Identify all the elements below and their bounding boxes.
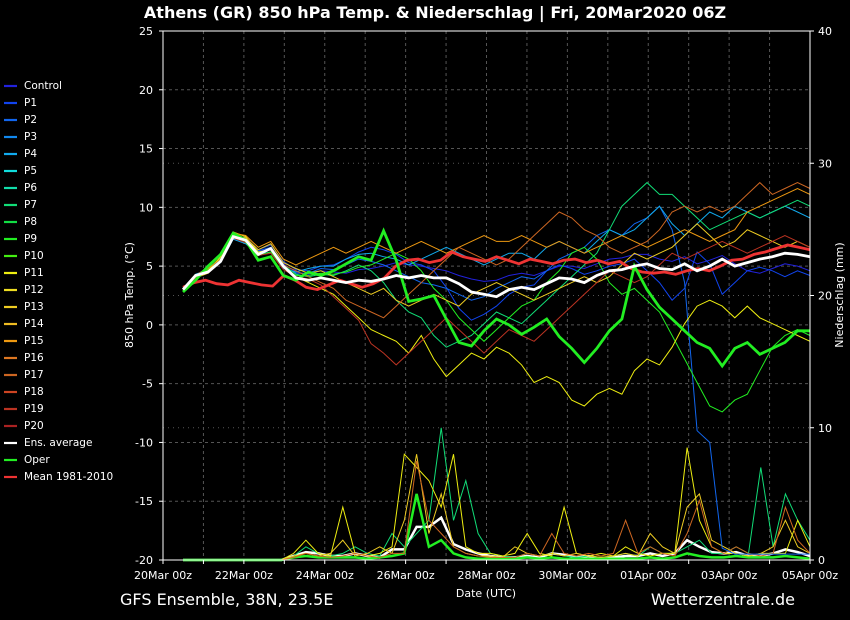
legend: Control P1 P2 P3 P4 P5 P6 P7 P8 P9 P10 P11 P12 P13 P14… (4, 80, 113, 483)
legend-label: P15 (24, 335, 44, 347)
legend-item: Control (4, 80, 62, 92)
legend-item: P11 (4, 267, 44, 279)
x-tick-label: 03Apr 00z (701, 569, 758, 582)
temp-line-p1 (182, 233, 811, 321)
y-tick-label: -5 (142, 378, 153, 391)
y-tick-label: 0 (146, 319, 153, 332)
legend-item: P2 (4, 114, 37, 126)
legend-label: P13 (24, 301, 44, 313)
legend-item: P5 (4, 165, 37, 177)
temp-line-p15 (182, 187, 811, 290)
legend-item: P9 (4, 233, 37, 245)
legend-label: Oper (24, 454, 50, 466)
legend-label: P7 (24, 199, 37, 211)
legend-label: Mean 1981-2010 (24, 471, 113, 483)
legend-item: P8 (4, 216, 37, 228)
temp-line-p19 (182, 234, 811, 366)
y2-tick-label: 30 (818, 157, 832, 170)
legend-label: P3 (24, 131, 37, 143)
temp-line-ens-average (181, 235, 811, 299)
legend-label: P16 (24, 352, 44, 364)
legend-label: P8 (24, 216, 37, 228)
legend-item: P15 (4, 335, 44, 347)
temp-line-p7 (182, 181, 811, 348)
temp-line-p4 (182, 205, 811, 290)
legend-label: P2 (24, 114, 37, 126)
legend-label: P10 (24, 250, 44, 262)
legend-label: P9 (24, 233, 37, 245)
legend-item: P13 (4, 301, 44, 313)
y2-tick-label: 0 (818, 554, 825, 567)
legend-item: P18 (4, 386, 44, 398)
precip-line-p13 (183, 454, 811, 561)
y-tick-label: 25 (139, 25, 153, 38)
legend-item: P3 (4, 131, 37, 143)
y-tick-label: -20 (135, 554, 153, 567)
legend-item: P12 (4, 284, 44, 296)
temp-line-oper (182, 227, 810, 369)
temp-line-p13 (182, 223, 811, 307)
legend-item: P4 (4, 148, 37, 160)
legend-label: Control (24, 80, 62, 92)
legend-label: P18 (24, 386, 44, 398)
temp-line-p17 (182, 181, 811, 319)
legend-item: Oper (4, 454, 50, 466)
legend-item: P17 (4, 369, 44, 381)
y-tick-label: 20 (139, 84, 153, 97)
legend-label: P4 (24, 148, 37, 160)
legend-item: P14 (4, 318, 44, 330)
legend-label: P1 (24, 97, 37, 109)
precip-line-oper (183, 493, 811, 562)
legend-item: Mean 1981-2010 (4, 471, 113, 483)
chart-title: Athens (GR) 850 hPa Temp. & Niederschlag… (143, 3, 727, 22)
y2-axis-label: Niederschlag (mm) (833, 242, 846, 347)
x-tick-label: 22Mar 00z (215, 569, 273, 582)
legend-item: P10 (4, 250, 44, 262)
y2-tick-label: 40 (818, 25, 832, 38)
axes: 25 20 15 10 5 0 -5 -10 -15 -20 40 30 20 10 0 20Mar 00z 2… (134, 25, 838, 582)
x-axis-label: Date (UTC) (456, 587, 516, 600)
x-tick-label: 01Apr 00z (620, 569, 677, 582)
x-tick-label: 24Mar 00z (296, 569, 354, 582)
legend-label: P20 (24, 420, 44, 432)
footer-model-info: GFS Ensemble, 38N, 23.5E (120, 590, 334, 609)
legend-item: P7 (4, 199, 37, 211)
precip-series (183, 427, 811, 562)
y-tick-label: 5 (146, 260, 153, 273)
legend-item: Ens. average (4, 437, 92, 449)
legend-label: P6 (24, 182, 37, 194)
y2-tick-label: 10 (818, 422, 832, 435)
legend-item: P1 (4, 97, 37, 109)
legend-label: P5 (24, 165, 37, 177)
legend-label: P11 (24, 267, 44, 279)
legend-label: P19 (24, 403, 44, 415)
y-tick-label: -15 (135, 495, 153, 508)
y-tick-label: 10 (139, 201, 153, 214)
y-axis-label: 850 hPa Temp. (°C) (123, 242, 136, 348)
x-tick-label: 26Mar 00z (377, 569, 435, 582)
y-tick-label: 15 (139, 143, 153, 156)
precip-line-p11 (183, 447, 811, 561)
legend-item: P6 (4, 182, 37, 194)
legend-item: P19 (4, 403, 44, 415)
legend-label: P14 (24, 318, 44, 330)
x-tick-label: 28Mar 00z (457, 569, 515, 582)
legend-item: P20 (4, 420, 44, 432)
x-tick-label: 20Mar 00z (134, 569, 192, 582)
legend-item: P16 (4, 352, 44, 364)
precip-line-p17 (183, 460, 811, 561)
footer-source: Wetterzentrale.de (650, 590, 795, 609)
temp-series (181, 181, 811, 555)
y-tick-label: -10 (135, 436, 153, 449)
x-tick-label: 05Apr 00z (782, 569, 839, 582)
legend-label: P12 (24, 284, 44, 296)
legend-label: Ens. average (24, 437, 92, 449)
y2-tick-label: 20 (818, 290, 832, 303)
legend-label: P17 (24, 369, 44, 381)
x-tick-label: 30Mar 00z (538, 569, 596, 582)
